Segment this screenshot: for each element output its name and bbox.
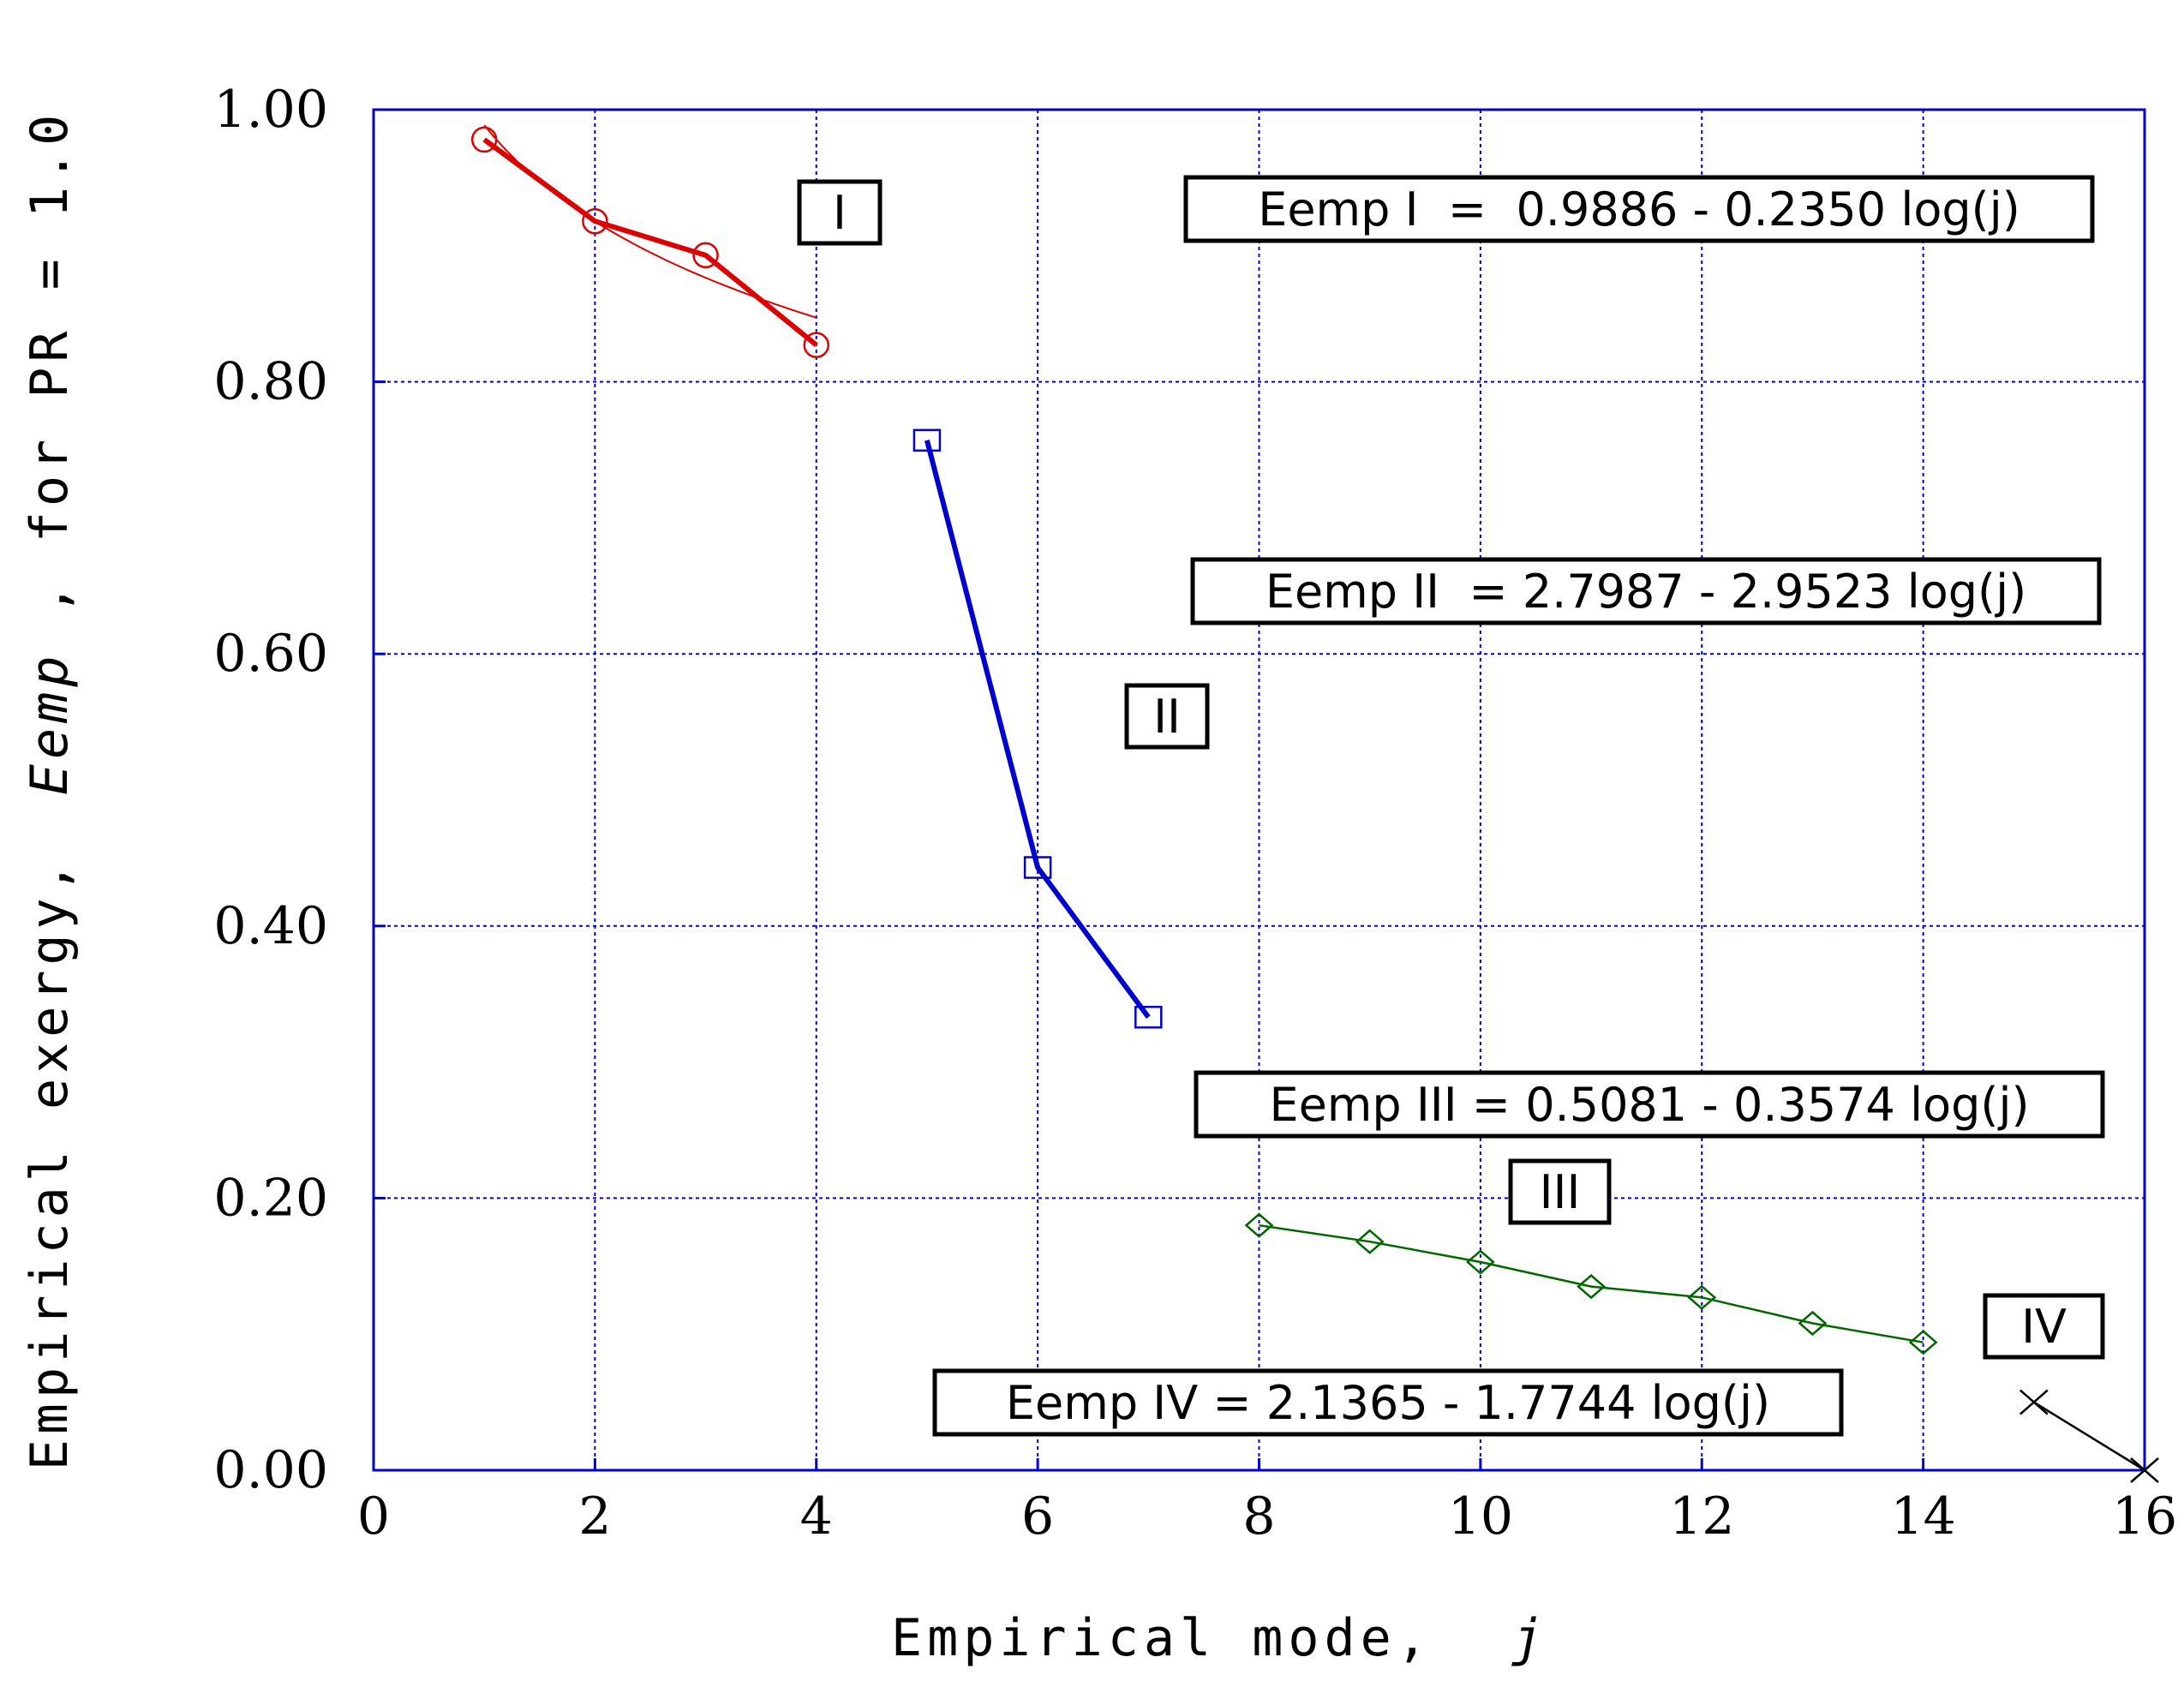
group-label-text: I xyxy=(833,186,847,240)
group-label-II: II xyxy=(1124,683,1210,750)
equation-text: Eemp IV = 2.1365 - 1.7744 log(j) xyxy=(1006,1376,1770,1430)
group-label-text: III xyxy=(1540,1165,1581,1219)
data-point xyxy=(803,332,829,358)
grid xyxy=(373,109,2145,1471)
equation-box: Eemp IV = 2.1365 - 1.7744 log(j) xyxy=(932,1368,1844,1437)
series-II xyxy=(912,428,1163,1029)
x-tick-label: 2 xyxy=(578,1487,611,1546)
x-axis-title: Empirical mode, j xyxy=(891,1608,1547,1668)
equation-text: Eemp III = 0.5081 - 0.3574 log(j) xyxy=(1269,1078,2029,1132)
x-tick-label: 0 xyxy=(357,1487,390,1546)
equation-frame xyxy=(1194,1070,2105,1139)
equation-text: Eemp II = 2.7987 - 2.9523 log(j) xyxy=(1266,565,2026,619)
x-tick-label: 12 xyxy=(1669,1487,1734,1546)
data-point xyxy=(1577,1273,1606,1300)
group-label-box xyxy=(797,179,883,246)
x-tick-label: 16 xyxy=(2112,1487,2177,1546)
data-point xyxy=(1355,1229,1385,1254)
equation-frame xyxy=(1183,175,2095,243)
series-line-I xyxy=(482,137,818,348)
series-line-III xyxy=(1259,1223,1924,1343)
group-label-box xyxy=(1508,1158,1612,1225)
x-tick-label: 6 xyxy=(1021,1487,1054,1546)
data-point xyxy=(912,428,942,452)
y-tick-label: 0.20 xyxy=(213,1168,328,1228)
group-label-text: IV xyxy=(2021,1300,2067,1354)
y-tick-label: 0.00 xyxy=(213,1440,328,1500)
group-label-III: III xyxy=(1508,1158,1612,1225)
equation-frame xyxy=(1190,557,2102,625)
x-axis-title-text: Empirical mode, xyxy=(891,1608,1433,1668)
series-I xyxy=(470,124,829,358)
series-IV xyxy=(2019,1389,2159,1483)
equation-box: Eemp III = 0.5081 - 0.3574 log(j) xyxy=(1194,1070,2105,1139)
data-point xyxy=(1465,1249,1495,1275)
data-point xyxy=(1244,1212,1274,1238)
series-line-II xyxy=(924,440,1151,1019)
group-label-I: I xyxy=(797,179,883,246)
data-point xyxy=(2019,1389,2049,1415)
group-label-box xyxy=(1124,683,1210,750)
equation-frame xyxy=(932,1368,1844,1437)
y-tick-label: 0.60 xyxy=(213,624,328,684)
data-point xyxy=(1687,1284,1717,1310)
y-axis-title: Empirical exergy, Eemp , for PR = 1.0 xyxy=(20,110,80,1471)
y-tick-label: 0.40 xyxy=(213,896,328,956)
equation-box: Eemp II = 2.7987 - 2.9523 log(j) xyxy=(1190,557,2102,625)
data-point xyxy=(470,126,498,153)
x-tick-label: 10 xyxy=(1448,1487,1513,1546)
series-III xyxy=(1244,1212,1938,1355)
equation-box: Eemp I = 0.9886 - 0.2350 log(j) xyxy=(1183,175,2095,243)
data-point xyxy=(1798,1310,1828,1337)
y-tick-label: 0.80 xyxy=(213,352,328,412)
series xyxy=(470,124,2159,1483)
y-axis-title-suffix: , for PR = 1.0 xyxy=(20,110,80,615)
data-point xyxy=(1134,1005,1163,1029)
y-tick-label: 1.00 xyxy=(213,80,328,140)
equation-text: Eemp I = 0.9886 - 0.2350 log(j) xyxy=(1258,182,2020,236)
x-tick-label: 4 xyxy=(800,1487,833,1546)
data-point xyxy=(1908,1330,1938,1355)
series-line-IV xyxy=(2033,1401,2145,1472)
group-label-IV: IV xyxy=(1983,1293,2105,1360)
x-tick-label: 8 xyxy=(1242,1487,1275,1546)
y-axis-title-prefix: Empirical exergy, xyxy=(20,857,80,1470)
x-tick-label: 14 xyxy=(1890,1487,1955,1546)
fit-curve-I xyxy=(483,124,817,319)
data-point xyxy=(582,207,608,235)
data-point xyxy=(692,242,719,269)
data-point xyxy=(1023,856,1052,879)
group-label-box xyxy=(1983,1293,2105,1360)
x-axis-title-var: j xyxy=(1511,1608,1547,1668)
axis-ticks: 0 2 4 6 8 10 12 14 16 0.00 0.20 0.40 0.60 0.80 1.00 xyxy=(213,80,2177,1546)
y-axis-title-var: Eemp xyxy=(20,651,80,796)
group-label-text: II xyxy=(1153,690,1181,744)
data-point xyxy=(2130,1457,2159,1483)
